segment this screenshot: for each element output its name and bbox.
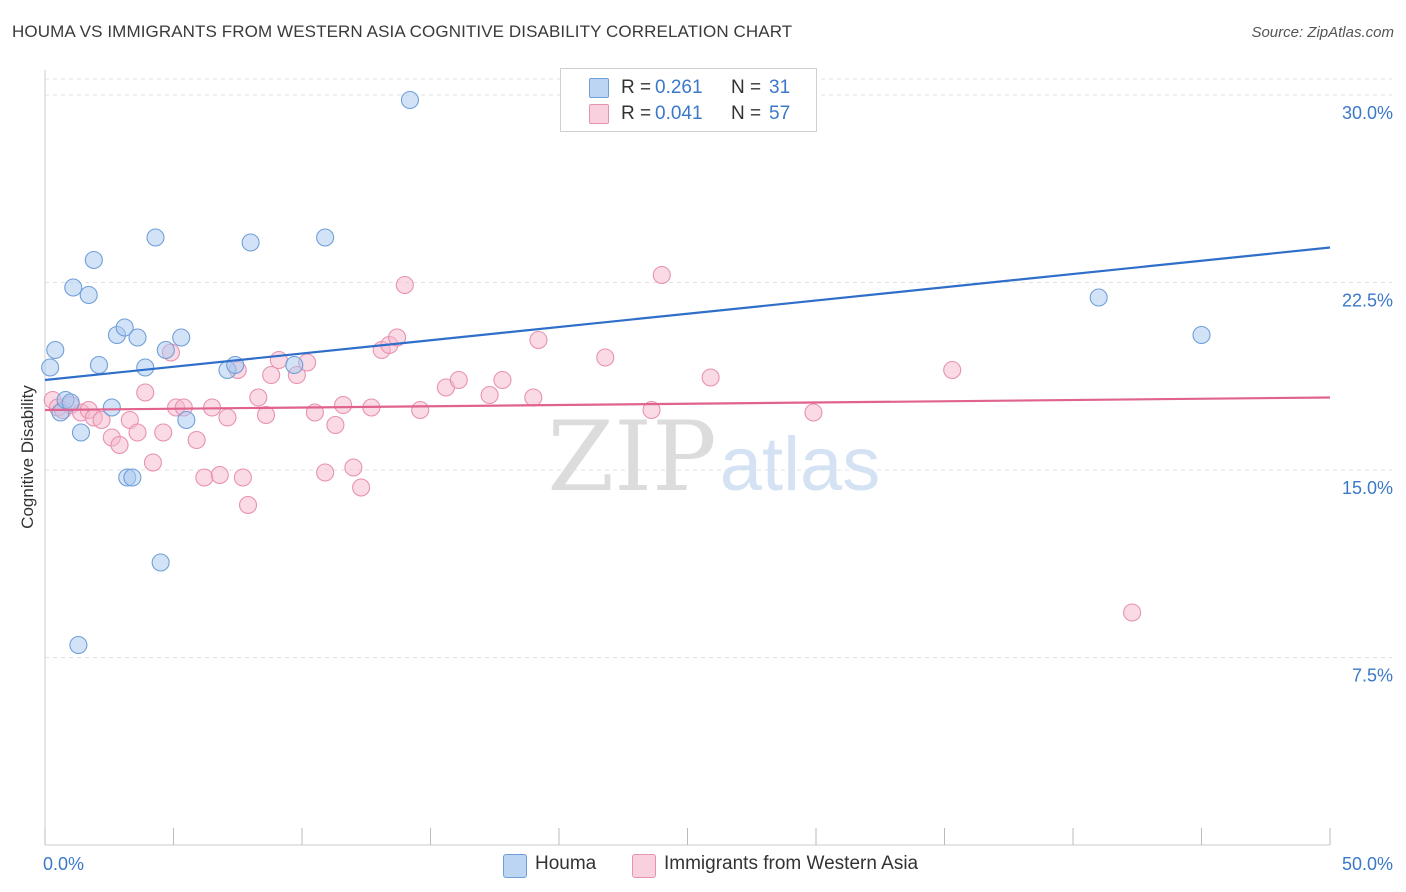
trend-lines xyxy=(44,246,1331,412)
immigrants-point xyxy=(652,265,671,285)
houma-point xyxy=(177,410,196,430)
watermark: ZIP atlas xyxy=(547,401,880,513)
axes xyxy=(44,70,1331,846)
houma-point xyxy=(64,278,83,297)
houma-point xyxy=(1192,325,1211,345)
immigrants-point xyxy=(316,463,335,482)
houma-point xyxy=(128,328,147,347)
immigrants-point xyxy=(269,350,288,370)
houma-point xyxy=(285,355,304,375)
houma-point xyxy=(61,393,80,412)
houma-point xyxy=(71,423,91,442)
immigrants-point xyxy=(449,370,468,390)
houma-point xyxy=(89,355,109,375)
immigrants-point xyxy=(326,415,345,435)
legend-n-label: N = xyxy=(731,77,762,98)
tick-labels: 7.5% 15.0% 22.5% 30.0% 0.0% 50.0% xyxy=(43,103,1393,874)
immigrants-point xyxy=(411,400,430,420)
immigrants-point xyxy=(128,423,147,442)
immigrants-point xyxy=(92,410,111,430)
y-tick-label: 7.5% xyxy=(1352,666,1393,686)
stats-legend: R = 0.261 N = 31 R = 0.041 N = 57 xyxy=(560,68,817,132)
source-credit: Source: ZipAtlas.com xyxy=(1251,24,1394,41)
series-houma-points xyxy=(41,90,1211,655)
legend-n-value: 31 xyxy=(769,77,791,98)
immigrants-point xyxy=(804,403,823,422)
immigrants-point xyxy=(154,423,173,442)
x-tick-label-max: 50.0% xyxy=(1342,854,1393,874)
houma-point xyxy=(123,468,142,487)
legend-swatch-houma xyxy=(589,78,609,98)
houma-point xyxy=(79,285,98,305)
houma-point xyxy=(241,233,260,252)
immigrants-point xyxy=(249,388,268,407)
houma-point xyxy=(316,228,335,247)
y-tick-label: 30.0% xyxy=(1342,103,1393,123)
immigrants-point xyxy=(256,405,276,425)
immigrants-point xyxy=(143,453,162,472)
bottom-legend-label-houma: Houma xyxy=(535,853,597,874)
immigrants-point xyxy=(493,370,512,390)
immigrants-point xyxy=(195,468,214,487)
immigrants-point xyxy=(110,435,129,455)
immigrants-point xyxy=(334,395,353,415)
immigrants-point xyxy=(1123,603,1142,622)
immigrants-point xyxy=(524,388,543,407)
houma-point xyxy=(136,358,155,377)
houma-point xyxy=(1089,288,1108,307)
immigrants-point xyxy=(529,330,548,350)
watermark-zip: ZIP xyxy=(547,401,716,513)
houma-point xyxy=(172,328,191,347)
immigrants-point xyxy=(388,328,407,347)
houma-point xyxy=(84,250,103,270)
bottom-legend-label-immigrants: Immigrants from Western Asia xyxy=(664,853,919,874)
houma-point xyxy=(102,398,121,417)
immigrants-point xyxy=(218,408,237,427)
legend-n-label: N = xyxy=(731,103,762,124)
x-tick-label-min: 0.0% xyxy=(43,854,84,874)
immigrants-point xyxy=(395,275,414,295)
legend-r-label: R = xyxy=(621,77,652,98)
immigrants-point xyxy=(262,365,281,385)
immigrants-trend-line xyxy=(44,396,1331,412)
houma-point xyxy=(151,553,170,572)
y-axis-label: Cognitive Disability xyxy=(18,385,37,529)
legend-n-value: 57 xyxy=(769,103,791,124)
bottom-legend-swatch-houma xyxy=(503,854,527,878)
immigrants-point xyxy=(596,348,615,367)
immigrants-point xyxy=(701,368,720,387)
houma-point xyxy=(46,340,65,360)
legend-r-value: 0.261 xyxy=(655,77,703,98)
immigrants-point xyxy=(344,458,363,477)
houma-point xyxy=(156,340,175,360)
gridlines xyxy=(45,78,1392,658)
houma-point xyxy=(400,90,419,110)
series-immigrants-points xyxy=(43,265,1142,622)
legend-swatch-immigrants xyxy=(589,104,609,124)
legend-r-label: R = xyxy=(621,103,652,124)
immigrants-point xyxy=(352,478,371,497)
immigrants-point xyxy=(480,385,499,405)
houma-point xyxy=(146,228,165,247)
houma-point xyxy=(69,635,88,655)
houma-trend-line xyxy=(44,246,1331,382)
y-tick-label: 15.0% xyxy=(1342,478,1393,498)
immigrants-point xyxy=(642,400,661,420)
y-tick-label: 22.5% xyxy=(1342,291,1393,311)
immigrants-point xyxy=(187,430,206,450)
chart-title: HOUMA VS IMMIGRANTS FROM WESTERN ASIA CO… xyxy=(12,22,793,41)
immigrants-point xyxy=(210,465,229,485)
immigrants-point xyxy=(943,360,962,380)
immigrants-point xyxy=(136,383,155,402)
immigrants-point xyxy=(233,468,252,487)
immigrants-point xyxy=(238,495,258,515)
houma-point xyxy=(115,318,134,337)
houma-point xyxy=(41,358,60,377)
bottom-legend-swatch-immigrants xyxy=(632,854,656,878)
legend-r-value: 0.041 xyxy=(655,103,703,124)
watermark-atlas: atlas xyxy=(720,422,881,507)
